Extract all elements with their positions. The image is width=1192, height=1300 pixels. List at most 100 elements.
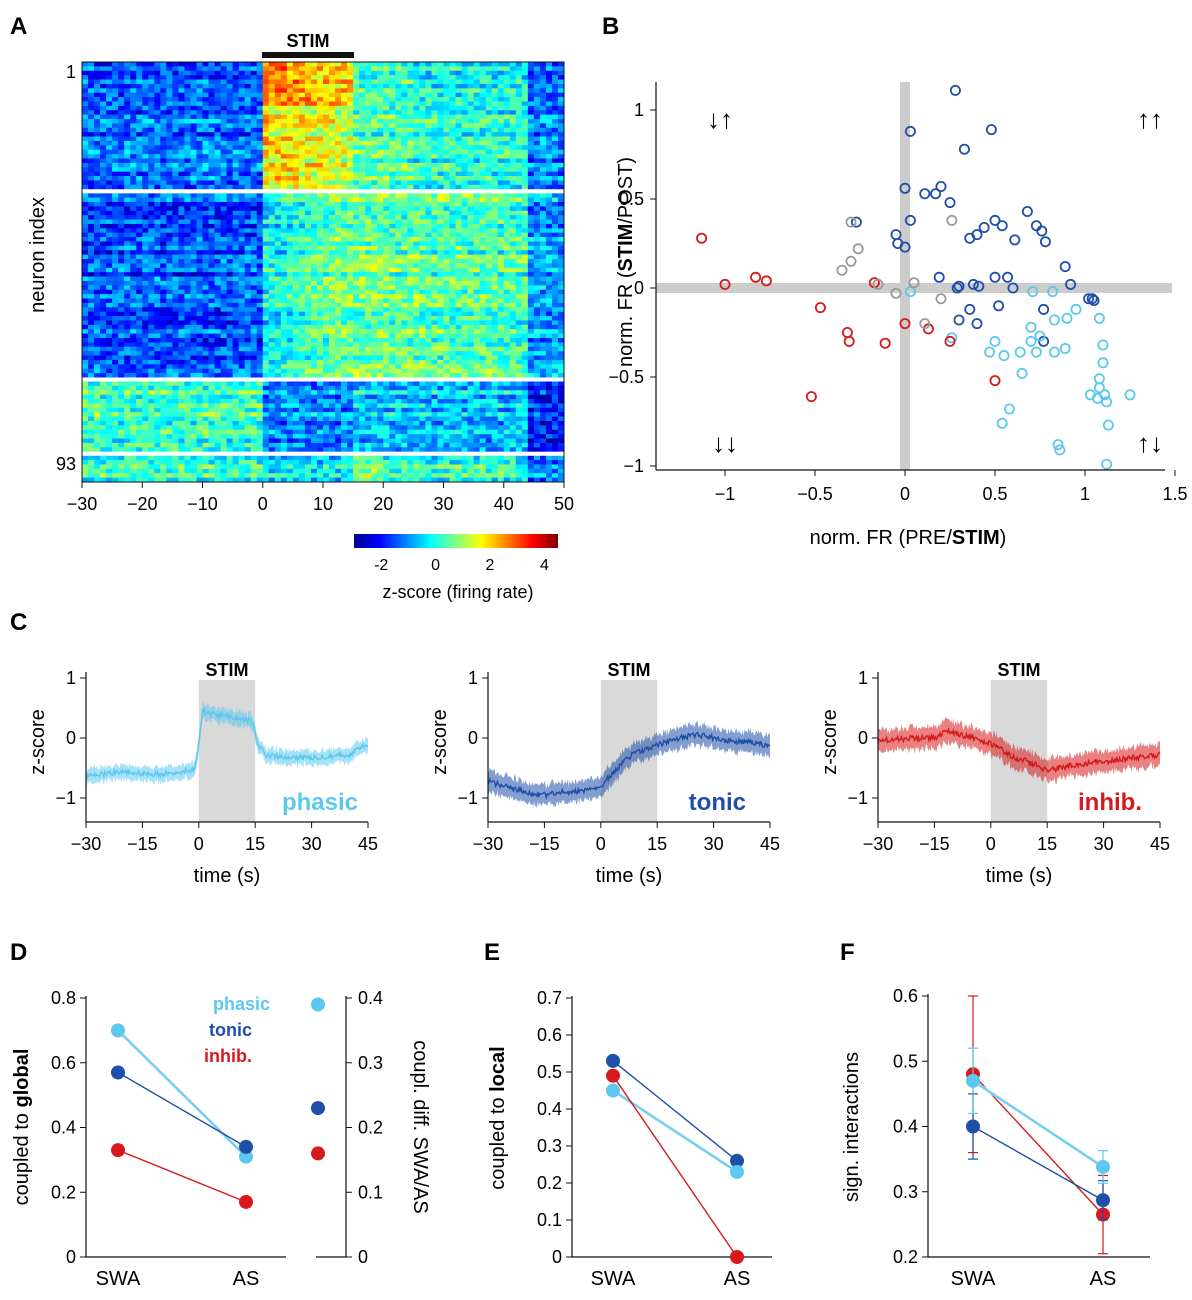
heatmap-cell [431, 307, 438, 312]
heatmap-cell [365, 280, 372, 286]
heatmap-cell [503, 70, 511, 76]
heatmap-cell [262, 110, 270, 115]
heatmap-cell [166, 66, 173, 72]
heatmap-cell [304, 162, 312, 168]
heatmap-cell [130, 223, 137, 229]
heatmap-cell [503, 307, 511, 312]
heatmap-cell [310, 123, 318, 129]
heatmap-cell [286, 123, 294, 129]
heatmap-cell [449, 245, 456, 251]
heatmap-cell [112, 316, 119, 321]
heatmap-cell [286, 324, 294, 330]
heatmap-cell [347, 171, 354, 177]
heatmap-cell [82, 167, 89, 172]
heatmap-cell [106, 210, 113, 216]
heatmap-cell [521, 123, 529, 129]
heatmap-cell [154, 206, 161, 212]
heatmap-cell [503, 145, 511, 151]
heatmap-cell [196, 119, 203, 124]
heatmap-cell [166, 307, 173, 312]
heatmap-cell [142, 97, 149, 102]
heatmap-cell [377, 254, 384, 260]
heatmap-cell [310, 101, 318, 107]
heatmap-cell [371, 83, 378, 89]
heatmap-cell [539, 294, 547, 299]
heatmap-cell [124, 298, 131, 304]
heatmap-cell [280, 267, 288, 273]
heatmap-cell [274, 324, 282, 330]
heatmap-cell [280, 254, 288, 260]
heatmap-cell [449, 294, 456, 299]
heatmap-cell [551, 83, 559, 89]
heatmap-cell [316, 302, 324, 308]
heatmap-cell [154, 167, 161, 172]
heatmap-cell [455, 132, 462, 137]
heatmap-row [82, 119, 565, 124]
heatmap-cell [142, 210, 149, 216]
heatmap-cell [172, 97, 179, 102]
heatmap-cell [280, 70, 288, 76]
heatmap-cell [359, 110, 366, 115]
heatmap-cell [533, 250, 541, 255]
heatmap-cell [509, 193, 517, 198]
heatmap-cell [461, 197, 469, 203]
heatmap-cell [443, 154, 450, 159]
heatmap-cell [527, 228, 535, 234]
heatmap-cell [425, 119, 432, 124]
heatmap-cell [545, 272, 553, 277]
heatmap-cell [485, 294, 493, 299]
heatmap-cell [539, 110, 547, 115]
heatmap-cell [353, 223, 360, 229]
heatmap-cell [557, 302, 565, 308]
heatmap-cell [395, 324, 402, 330]
heatmap-cell [190, 101, 197, 107]
heatmap-cell [419, 75, 426, 80]
heatmap-cell [262, 140, 270, 146]
heatmap-cell [100, 79, 107, 85]
heatmap-cell [473, 202, 481, 207]
heatmap-cell [467, 154, 475, 159]
heatmap-row [82, 123, 565, 129]
heatmap-cell [527, 110, 535, 115]
heatmap-cell [214, 272, 221, 277]
heatmap-cell [503, 245, 511, 251]
heatmap-cell [214, 202, 221, 207]
heatmap-cell [154, 92, 161, 98]
heatmap-cell [437, 140, 444, 146]
heatmap-cell [178, 92, 185, 98]
heatmap-cell [527, 237, 535, 242]
heatmap-cell [316, 228, 324, 234]
heatmap-cell [298, 316, 306, 321]
heatmap-cell [280, 114, 288, 120]
heatmap-cell [551, 289, 559, 295]
heatmap-cell [226, 311, 234, 317]
panel-label-d: D [10, 939, 27, 966]
heatmap-cell [515, 324, 523, 330]
heatmap-cell [220, 149, 228, 155]
heatmap-cell [154, 241, 161, 247]
heatmap-cell [214, 119, 221, 124]
heatmap-cell [244, 140, 252, 146]
heatmap-cell [539, 88, 547, 94]
heatmap-cell [365, 311, 372, 317]
heatmap-cell [407, 241, 414, 247]
heatmap-cell [485, 329, 493, 334]
heatmap-cell [437, 114, 444, 120]
heatmap-cell [395, 83, 402, 89]
heatmap-cell [148, 259, 155, 264]
heatmap-cell [262, 184, 270, 190]
heatmap-cell [244, 171, 252, 177]
heatmap-cell [485, 110, 493, 115]
heatmap-cell [323, 223, 330, 229]
heatmap-cell [118, 180, 125, 186]
heatmap-cell [353, 92, 360, 98]
heatmap-cell [166, 320, 173, 326]
heatmap-cell [274, 145, 282, 151]
heatmap-cell [292, 294, 300, 299]
heatmap-cell [298, 324, 306, 330]
heatmap-cell [503, 272, 511, 277]
heatmap-cell [539, 267, 547, 273]
heatmap-cell [419, 83, 426, 89]
heatmap-cell [497, 324, 505, 330]
heatmap-cell [244, 254, 252, 260]
